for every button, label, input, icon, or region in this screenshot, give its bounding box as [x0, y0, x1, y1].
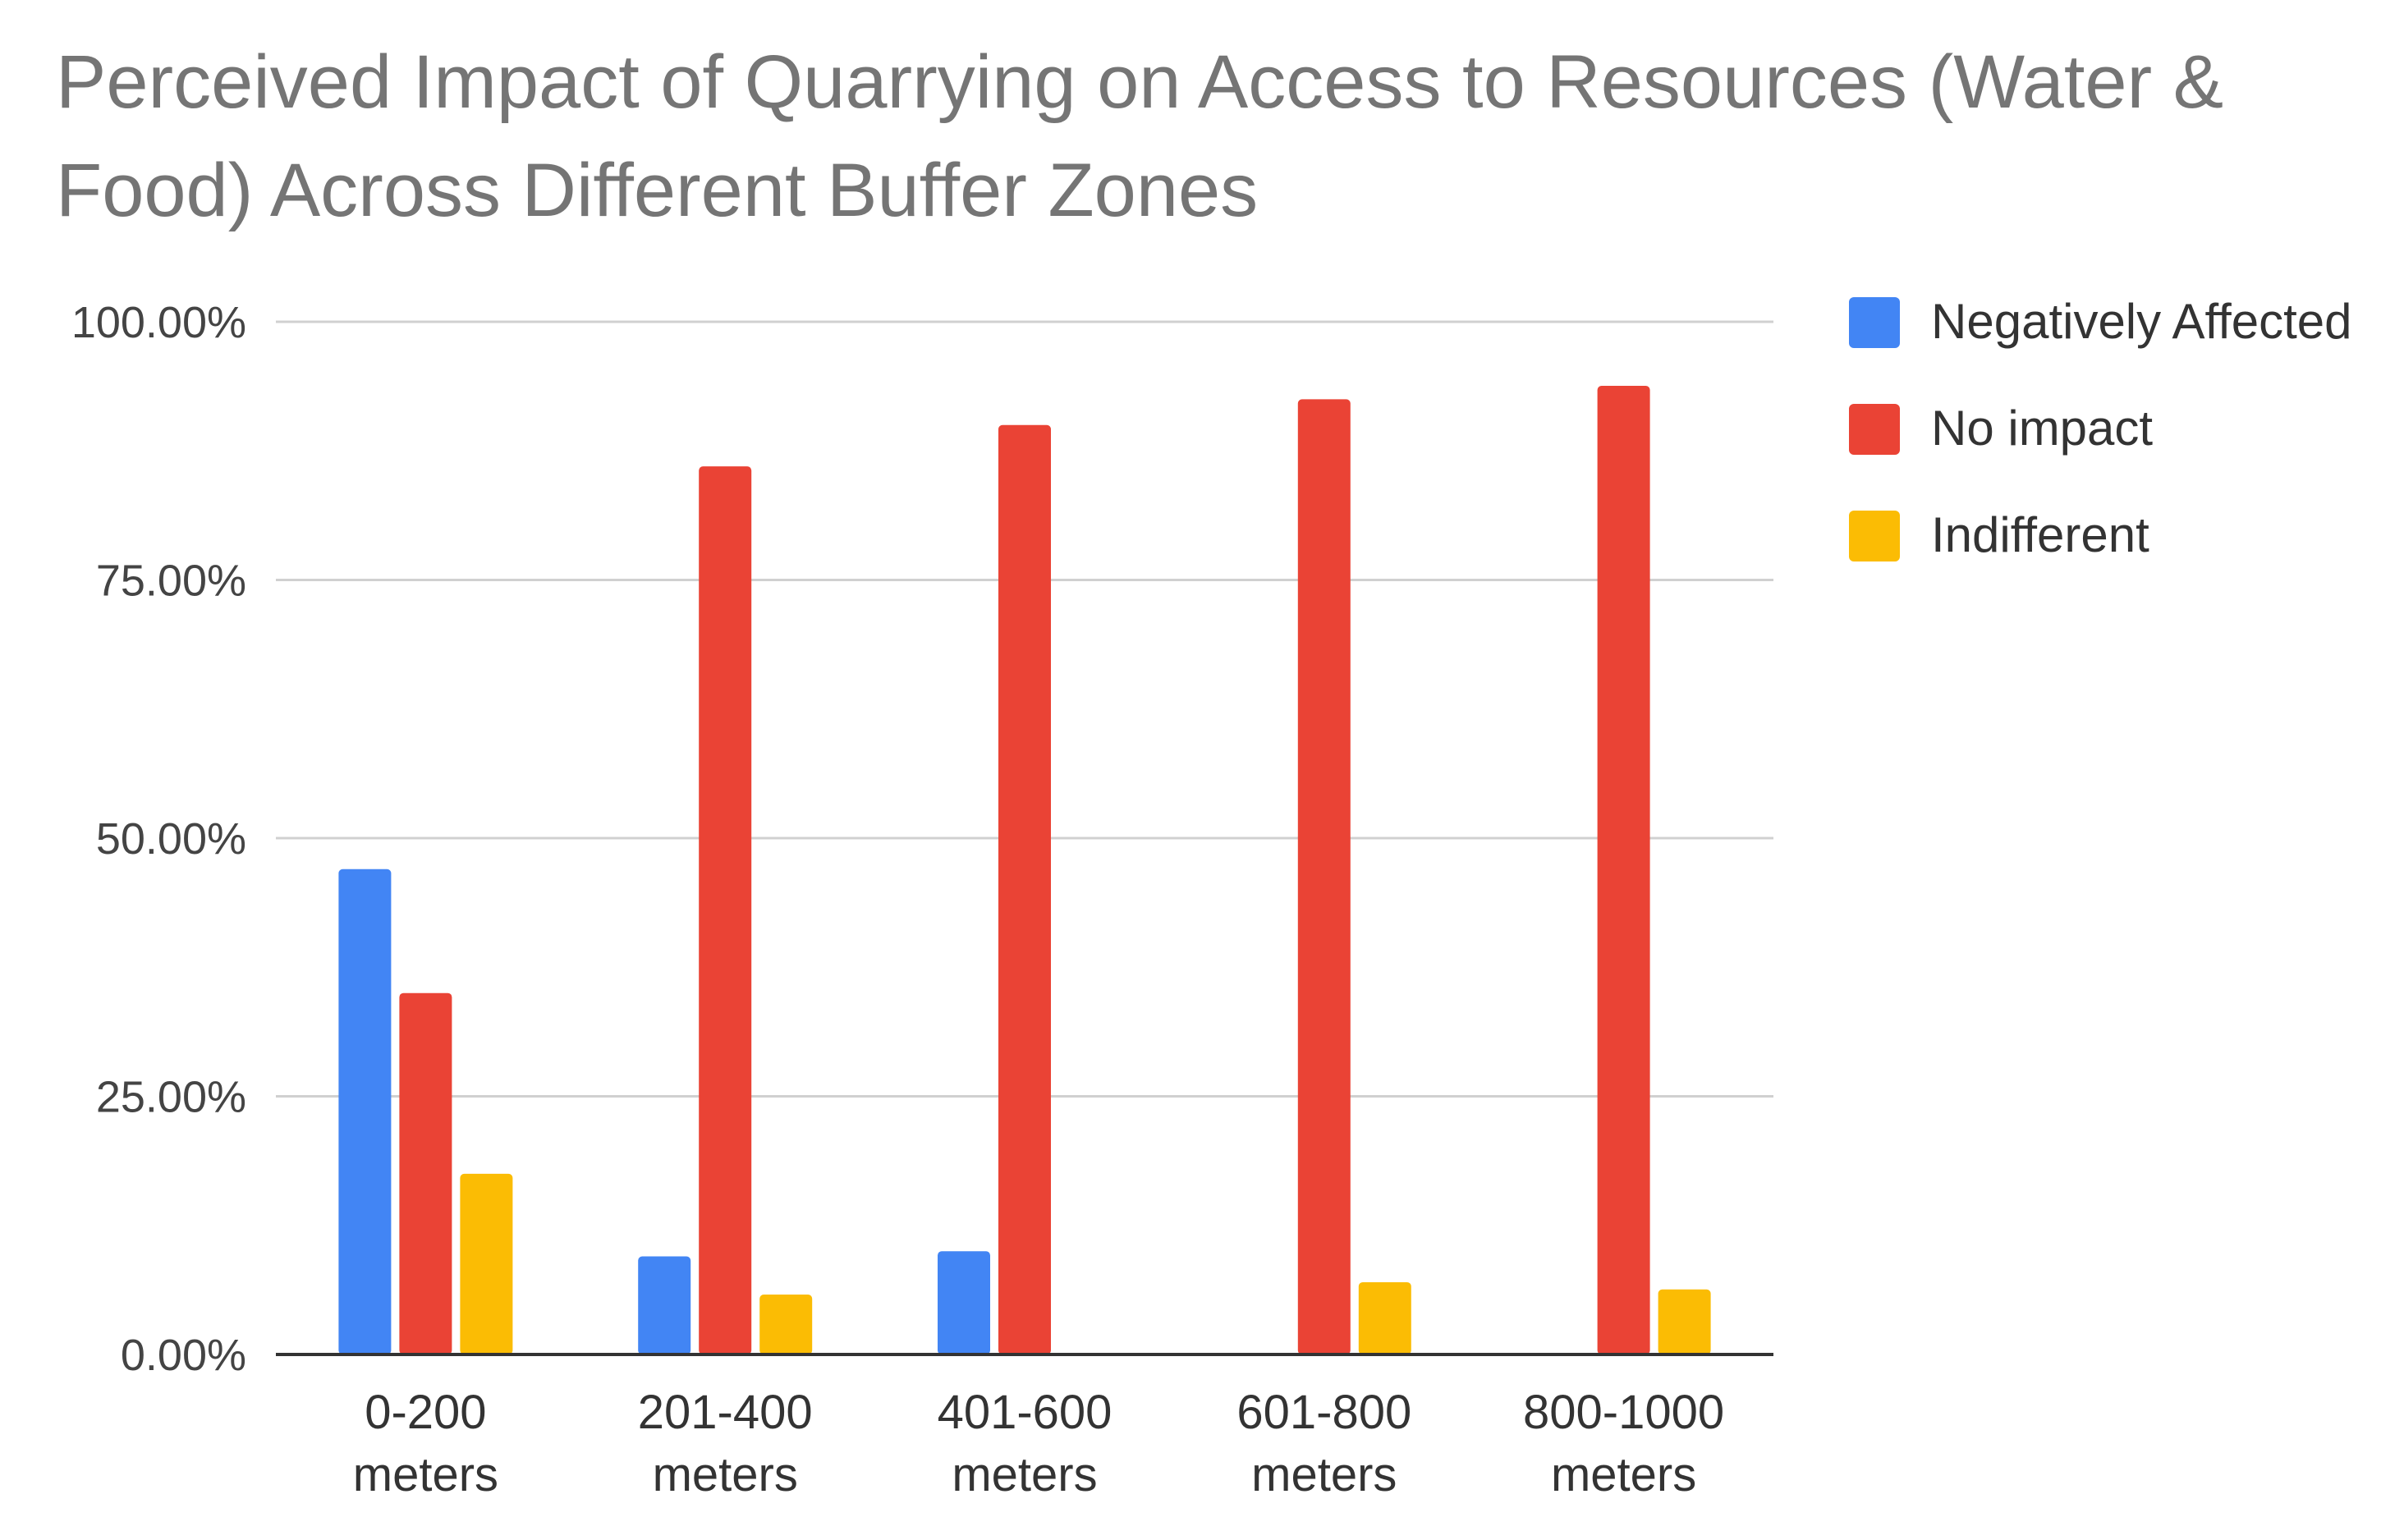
legend-swatch: [1849, 511, 1900, 561]
x-category-label: 800-1000: [1523, 1386, 1724, 1439]
bar-no-impact: [699, 466, 752, 1354]
bar-indifferent: [759, 1295, 813, 1354]
x-category-label: 201-400: [638, 1386, 813, 1439]
y-tick-label: 100.00%: [71, 298, 246, 347]
bar-indifferent: [1658, 1289, 1711, 1354]
x-category-label: 0-200: [365, 1386, 486, 1439]
x-category-label: 401-600: [938, 1386, 1113, 1439]
bar-no-impact: [1597, 385, 1650, 1355]
x-category-label: meters: [952, 1448, 1097, 1501]
x-category-label: meters: [1551, 1448, 1696, 1501]
legend-label: Negatively Affected: [1931, 294, 2352, 349]
bar-negatively-affected: [938, 1251, 990, 1354]
bar-negatively-affected: [338, 869, 392, 1354]
y-axis-ticks: 0.00% 25.00% 50.00% 75.00% 100.00%: [71, 298, 246, 1380]
y-tick-label: 50.00%: [96, 814, 246, 864]
legend-label: Indifferent: [1931, 507, 2149, 562]
x-axis-categories: 0-200 meters 201-400 meters 401-600 meters 601…: [353, 1386, 1724, 1501]
x-category-label: 601-800: [1236, 1386, 1411, 1439]
legend-item[interactable]: No impact: [1849, 401, 2153, 456]
legend-item[interactable]: Negatively Affected: [1849, 294, 2352, 349]
bar-indifferent: [460, 1173, 513, 1354]
y-tick-label: 25.00%: [96, 1073, 246, 1122]
legend-swatch: [1849, 404, 1900, 455]
y-tick-label: 75.00%: [96, 557, 246, 606]
bar-no-impact: [399, 992, 452, 1354]
x-category-label: meters: [1251, 1448, 1397, 1501]
legend-item[interactable]: Indifferent: [1849, 507, 2149, 562]
x-category-label: meters: [653, 1448, 798, 1501]
bar-no-impact: [1297, 399, 1351, 1355]
bar-no-impact: [998, 424, 1051, 1354]
y-tick-label: 0.00%: [121, 1331, 246, 1380]
bars: [338, 385, 1711, 1355]
legend-label: No impact: [1931, 401, 2153, 456]
x-category-label: meters: [353, 1448, 498, 1501]
bar-negatively-affected: [638, 1256, 691, 1354]
chart-title: Perceived Impact of Quarrying on Access …: [56, 40, 2224, 232]
bar-indifferent: [1358, 1281, 1411, 1354]
legend[interactable]: Negatively Affected No impact Indifferent: [1849, 294, 2352, 562]
legend-swatch: [1849, 297, 1900, 348]
